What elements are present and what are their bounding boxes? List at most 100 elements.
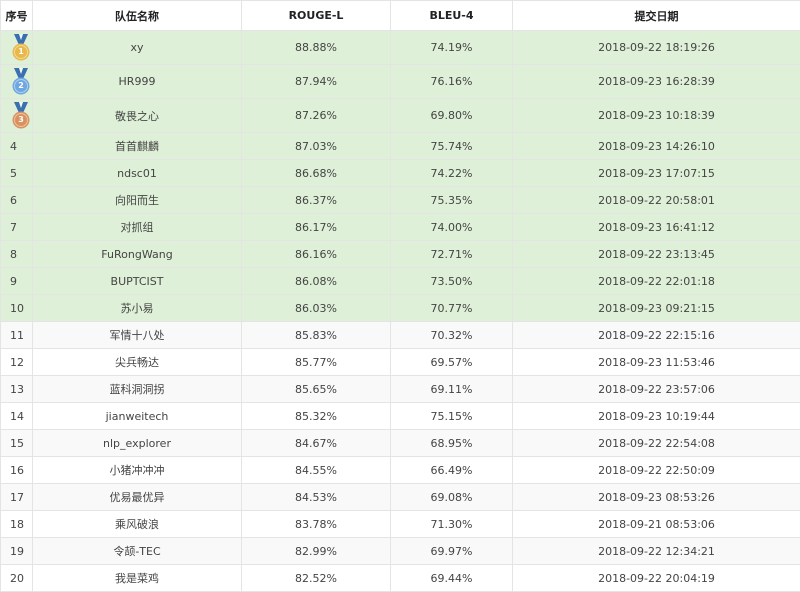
rank-number: 9 bbox=[10, 275, 17, 288]
rouge-score-cell: 83.78% bbox=[242, 511, 391, 538]
submit-date-cell: 2018-09-22 22:15:16 bbox=[513, 322, 800, 349]
team-name-cell: BUPTCIST bbox=[33, 268, 242, 295]
rank-cell: 20 bbox=[1, 565, 33, 592]
team-name-cell: 小猪冲冲冲 bbox=[33, 457, 242, 484]
rouge-score-cell: 87.26% bbox=[242, 99, 391, 133]
team-name-cell: 乘风破浪 bbox=[33, 511, 242, 538]
team-name-cell: 令颉-TEC bbox=[33, 538, 242, 565]
rank-number: 19 bbox=[10, 545, 24, 558]
rouge-score-cell: 86.16% bbox=[242, 241, 391, 268]
team-name-cell: ndsc01 bbox=[33, 160, 242, 187]
rouge-score-cell: 86.08% bbox=[242, 268, 391, 295]
team-name-cell: 优易最优异 bbox=[33, 484, 242, 511]
team-name-cell: xy bbox=[33, 31, 242, 65]
bleu-score-cell: 75.35% bbox=[391, 187, 513, 214]
bleu-score-cell: 69.57% bbox=[391, 349, 513, 376]
rank-cell: 15 bbox=[1, 430, 33, 457]
submit-date-cell: 2018-09-21 08:53:06 bbox=[513, 511, 800, 538]
bleu-score-cell: 76.16% bbox=[391, 65, 513, 99]
submit-date-cell: 2018-09-22 22:54:08 bbox=[513, 430, 800, 457]
bleu-score-cell: 70.77% bbox=[391, 295, 513, 322]
gold-medal-icon: 1 bbox=[10, 34, 32, 62]
bleu-score-cell: 70.32% bbox=[391, 322, 513, 349]
rank-number: 8 bbox=[10, 248, 17, 261]
rouge-score-cell: 86.03% bbox=[242, 295, 391, 322]
table-header: 序号 队伍名称 ROUGE-L BLEU-4 提交日期 bbox=[1, 1, 800, 31]
submit-date-cell: 2018-09-22 23:57:06 bbox=[513, 376, 800, 403]
bleu-score-cell: 69.08% bbox=[391, 484, 513, 511]
rouge-score-cell: 86.68% bbox=[242, 160, 391, 187]
team-name-cell: HR999 bbox=[33, 65, 242, 99]
rank-number: 7 bbox=[10, 221, 17, 234]
team-name-cell: 尖兵畅达 bbox=[33, 349, 242, 376]
bronze-medal-icon: 3 bbox=[10, 102, 32, 130]
medal-number: 3 bbox=[10, 115, 32, 125]
rank-cell: 11 bbox=[1, 322, 33, 349]
submit-date-cell: 2018-09-22 20:58:01 bbox=[513, 187, 800, 214]
team-name-cell: FuRongWang bbox=[33, 241, 242, 268]
rank-cell: 8 bbox=[1, 241, 33, 268]
rank-number: 6 bbox=[10, 194, 17, 207]
rank-number: 16 bbox=[10, 464, 24, 477]
rank-number: 17 bbox=[10, 491, 24, 504]
rank-cell: 5 bbox=[1, 160, 33, 187]
rank-cell: 1 bbox=[1, 31, 33, 65]
rouge-score-cell: 88.88% bbox=[242, 31, 391, 65]
rank-cell: 18 bbox=[1, 511, 33, 538]
column-header-rank: 序号 bbox=[1, 1, 33, 31]
rank-cell: 13 bbox=[1, 376, 33, 403]
rank-cell: 3 bbox=[1, 99, 33, 133]
submit-date-cell: 2018-09-23 16:28:39 bbox=[513, 65, 800, 99]
submit-date-cell: 2018-09-22 18:19:26 bbox=[513, 31, 800, 65]
bleu-score-cell: 69.11% bbox=[391, 376, 513, 403]
team-name-cell: jianweitech bbox=[33, 403, 242, 430]
rouge-score-cell: 85.32% bbox=[242, 403, 391, 430]
team-name-cell: 向阳而生 bbox=[33, 187, 242, 214]
rouge-score-cell: 85.77% bbox=[242, 349, 391, 376]
rank-cell: 10 bbox=[1, 295, 33, 322]
rouge-score-cell: 82.99% bbox=[242, 538, 391, 565]
submit-date-cell: 2018-09-23 10:18:39 bbox=[513, 99, 800, 133]
rank-number: 20 bbox=[10, 572, 24, 585]
rank-number: 18 bbox=[10, 518, 24, 531]
team-name-cell: 敬畏之心 bbox=[33, 99, 242, 133]
rank-cell: 19 bbox=[1, 538, 33, 565]
rouge-score-cell: 85.65% bbox=[242, 376, 391, 403]
team-name-cell: 蓝科洞洞拐 bbox=[33, 376, 242, 403]
submit-date-cell: 2018-09-23 17:07:15 bbox=[513, 160, 800, 187]
rank-number: 10 bbox=[10, 302, 24, 315]
rank-cell: 6 bbox=[1, 187, 33, 214]
rank-cell: 12 bbox=[1, 349, 33, 376]
bleu-score-cell: 66.49% bbox=[391, 457, 513, 484]
rank-number: 11 bbox=[10, 329, 24, 342]
silver-medal-icon: 2 bbox=[10, 68, 32, 96]
rank-cell: 7 bbox=[1, 214, 33, 241]
bleu-score-cell: 73.50% bbox=[391, 268, 513, 295]
submit-date-cell: 2018-09-22 23:13:45 bbox=[513, 241, 800, 268]
submit-date-cell: 2018-09-23 10:19:44 bbox=[513, 403, 800, 430]
medal-number: 1 bbox=[10, 47, 32, 57]
bleu-score-cell: 75.74% bbox=[391, 133, 513, 160]
rouge-score-cell: 82.52% bbox=[242, 565, 391, 592]
submit-date-cell: 2018-09-22 22:50:09 bbox=[513, 457, 800, 484]
submit-date-cell: 2018-09-23 11:53:46 bbox=[513, 349, 800, 376]
rank-cell: 16 bbox=[1, 457, 33, 484]
column-header-bleu: BLEU-4 bbox=[391, 1, 513, 31]
rouge-score-cell: 86.17% bbox=[242, 214, 391, 241]
team-name-cell: 首首麒麟 bbox=[33, 133, 242, 160]
team-name-cell: nlp_explorer bbox=[33, 430, 242, 457]
